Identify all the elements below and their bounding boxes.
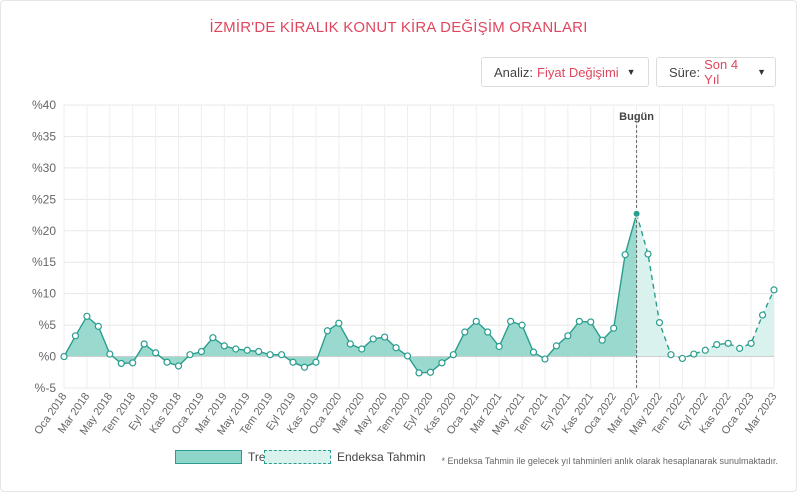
forecast-point [770, 286, 778, 294]
trend-point [83, 312, 91, 320]
trend-point [449, 351, 457, 359]
chart-title: İZMİR'DE KİRALIK KONUT KİRA DEĞİŞİM ORAN… [209, 19, 588, 36]
trend-point [152, 349, 160, 357]
trend-point [472, 317, 480, 325]
y-tick-label: %15 [32, 255, 56, 269]
period-value: Son 4 Yıl [704, 57, 739, 87]
trend-point [243, 346, 251, 354]
trend-point [575, 317, 583, 325]
forecast-point [736, 344, 744, 352]
forecast-point [713, 341, 721, 349]
trend-point [335, 319, 343, 327]
trend-point [518, 321, 526, 329]
forecast-point [678, 354, 686, 363]
trend-point [392, 344, 400, 352]
trend-point [209, 334, 217, 342]
forecast-point [655, 318, 664, 327]
trend-point [277, 351, 286, 359]
trend-point [369, 335, 377, 343]
trend-point [197, 347, 206, 356]
trend-point [541, 355, 549, 363]
forecast-point [758, 311, 767, 319]
trend-point [106, 350, 114, 358]
today-marker-label: Bugün [619, 111, 654, 123]
trend-point [598, 336, 606, 344]
analysis-value: Fiyat Değişimi [537, 64, 619, 80]
trend-point [186, 351, 194, 359]
trend-point [621, 251, 629, 259]
trend-point [438, 359, 446, 367]
trend-point [220, 342, 228, 350]
forecast-swatch [264, 450, 331, 464]
trend-point [94, 322, 102, 330]
trend-point [129, 359, 137, 367]
forecast-point [667, 351, 675, 359]
trend-point [312, 358, 320, 366]
legend-label-forecast: Endeksa Tahmin [337, 450, 426, 464]
trend-point [610, 324, 618, 332]
forecast-point [644, 250, 652, 258]
trend-point [163, 358, 171, 366]
trend-point [232, 345, 240, 353]
trend-point [403, 352, 412, 360]
trend-point [346, 340, 354, 348]
trend-point [415, 369, 423, 377]
analysis-label: Analiz: [494, 64, 534, 80]
y-tick-label: %-5 [35, 381, 57, 395]
forecast-point [690, 350, 698, 358]
y-tick-label: %0 [39, 350, 57, 364]
trend-point [71, 332, 80, 340]
forecast-area [636, 213, 774, 359]
period-label: Süre: [669, 64, 701, 80]
y-tick-label: %5 [39, 318, 57, 332]
trend-point [564, 332, 572, 340]
trend-swatch [175, 450, 242, 464]
trend-point [255, 347, 263, 356]
y-tick-label: %10 [32, 287, 56, 301]
period-dropdown[interactable]: Süre: Son 4 Yıl ▼ [656, 57, 776, 87]
trend-point [60, 352, 68, 361]
y-tick-label: %25 [32, 192, 56, 206]
trend-point [323, 327, 331, 335]
trend-point [358, 345, 366, 353]
today-point [632, 209, 641, 218]
trend-point [507, 317, 515, 325]
trend-point [174, 362, 183, 370]
trend-point [552, 342, 561, 350]
legend-item-forecast[interactable]: Endeksa Tahmin [264, 450, 426, 464]
trend-point [495, 342, 503, 351]
trend-point [461, 328, 469, 336]
caret-down-icon: ▼ [757, 67, 766, 77]
forecast-point [747, 339, 755, 347]
y-tick-label: %20 [32, 224, 56, 238]
forecast-point [701, 346, 709, 354]
trend-point [484, 328, 492, 336]
y-tick-label: %40 [32, 98, 56, 112]
y-tick-label: %30 [32, 161, 56, 175]
forecast-point [724, 339, 732, 347]
analysis-dropdown[interactable]: Analiz: Fiyat Değişimi ▼ [481, 57, 649, 87]
trend-point [266, 351, 274, 359]
trend-point [587, 318, 595, 326]
trend-point [381, 333, 389, 341]
trend-point [426, 368, 435, 376]
caret-down-icon: ▼ [626, 67, 636, 77]
trend-point [300, 363, 309, 371]
trend-point [117, 359, 125, 368]
footnote: * Endeksa Tahmin ile gelecek yıl tahminl… [441, 456, 778, 466]
y-tick-label: %35 [32, 129, 56, 143]
trend-point [289, 358, 297, 366]
trend-point [529, 348, 538, 356]
trend-point [140, 340, 148, 348]
